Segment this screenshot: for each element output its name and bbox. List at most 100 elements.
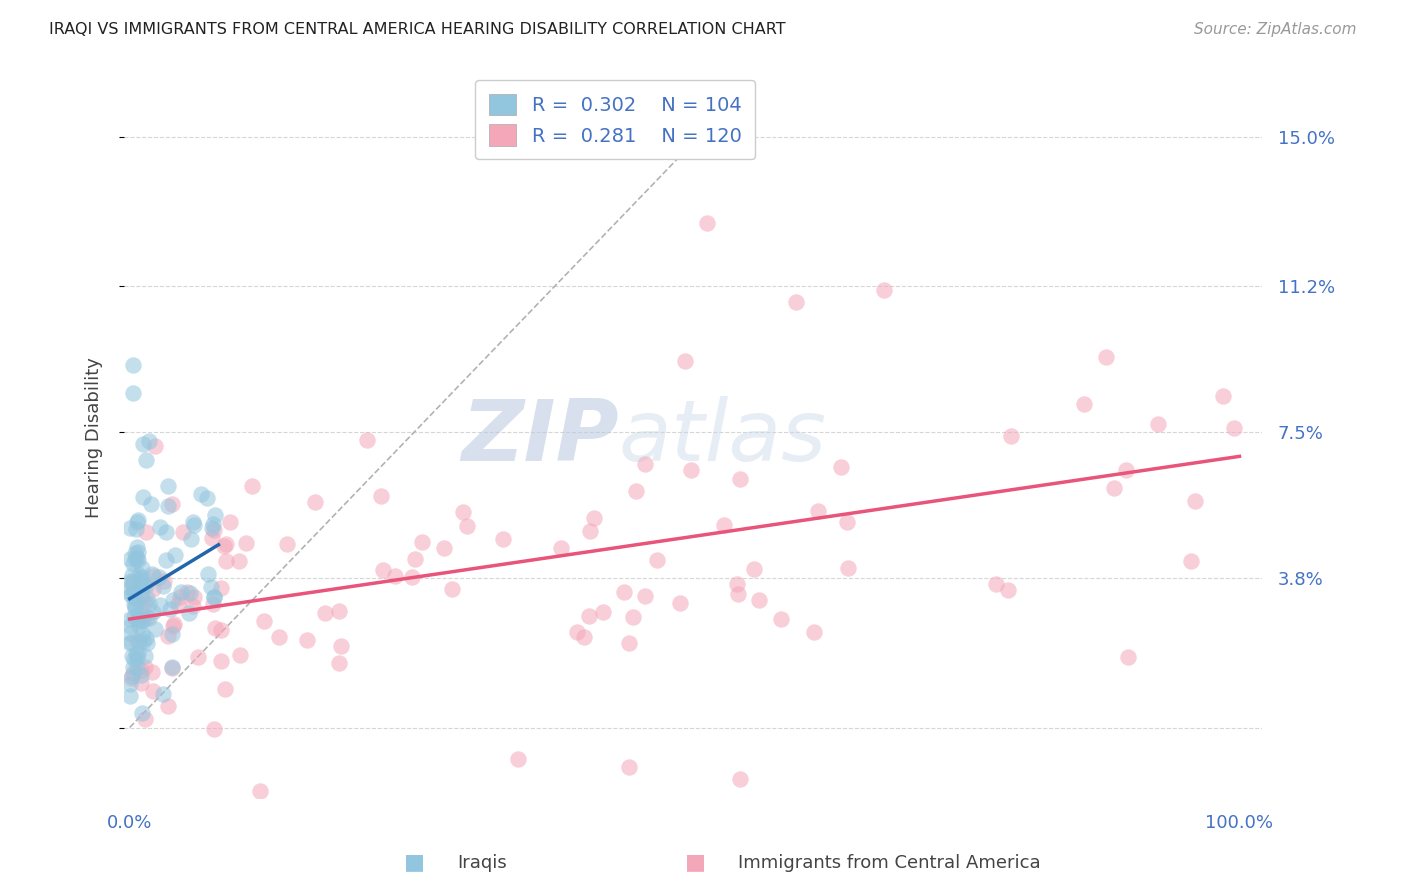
Point bbox=[155, 525, 177, 540]
Point bbox=[404, 552, 426, 566]
Point bbox=[122, 385, 145, 400]
Point bbox=[124, 546, 146, 560]
Point bbox=[127, 553, 149, 567]
Point bbox=[1102, 481, 1125, 495]
Point bbox=[1184, 494, 1206, 508]
Point bbox=[135, 452, 157, 467]
Point bbox=[118, 690, 141, 704]
Point bbox=[169, 590, 191, 604]
Point bbox=[295, 633, 318, 648]
Point bbox=[172, 524, 194, 539]
Point bbox=[152, 687, 174, 701]
Text: atlas: atlas bbox=[619, 396, 827, 479]
Point bbox=[623, 610, 645, 624]
Point bbox=[134, 595, 156, 609]
Point bbox=[212, 539, 235, 553]
Point bbox=[163, 617, 186, 632]
Point bbox=[634, 457, 657, 471]
Point bbox=[200, 581, 222, 595]
Point bbox=[748, 593, 770, 607]
Point bbox=[122, 665, 145, 680]
Point bbox=[328, 657, 350, 671]
Point bbox=[214, 537, 236, 551]
Point bbox=[582, 511, 605, 525]
Point bbox=[120, 626, 142, 640]
Point bbox=[668, 596, 690, 610]
Point bbox=[138, 434, 160, 449]
Point bbox=[679, 463, 702, 477]
Point bbox=[713, 517, 735, 532]
Point bbox=[134, 712, 156, 726]
Point bbox=[673, 354, 696, 368]
Point bbox=[129, 668, 152, 682]
Point bbox=[141, 497, 163, 511]
Point bbox=[122, 358, 145, 372]
Point bbox=[314, 606, 336, 620]
Point bbox=[837, 515, 859, 529]
Point bbox=[125, 540, 148, 554]
Point bbox=[1180, 554, 1202, 568]
Point bbox=[837, 561, 859, 575]
Text: Iraqis: Iraqis bbox=[457, 855, 506, 872]
Point bbox=[1212, 389, 1234, 403]
Point bbox=[209, 654, 232, 668]
Point bbox=[1118, 649, 1140, 664]
Point bbox=[401, 570, 423, 584]
Point bbox=[122, 652, 145, 666]
Point bbox=[830, 459, 852, 474]
Point bbox=[162, 619, 184, 633]
Point bbox=[129, 590, 152, 604]
Point bbox=[131, 561, 153, 575]
Point bbox=[134, 649, 156, 664]
Point bbox=[136, 610, 159, 624]
Point bbox=[356, 433, 378, 447]
Point bbox=[1147, 417, 1170, 432]
Point bbox=[128, 619, 150, 633]
Point bbox=[138, 611, 160, 625]
Point bbox=[1073, 397, 1095, 411]
Point bbox=[142, 582, 165, 596]
Point bbox=[128, 577, 150, 591]
Point bbox=[128, 635, 150, 649]
Point bbox=[135, 579, 157, 593]
Point bbox=[136, 591, 159, 605]
Point bbox=[201, 521, 224, 535]
Point bbox=[1223, 421, 1246, 435]
Point bbox=[138, 597, 160, 611]
Point bbox=[132, 491, 155, 505]
Point bbox=[441, 582, 464, 596]
Text: IRAQI VS IMMIGRANTS FROM CENTRAL AMERICA HEARING DISABILITY CORRELATION CHART: IRAQI VS IMMIGRANTS FROM CENTRAL AMERICA… bbox=[49, 22, 786, 37]
Point bbox=[131, 663, 153, 677]
Point bbox=[617, 760, 640, 774]
Point bbox=[128, 573, 150, 587]
Point bbox=[634, 589, 657, 603]
Point bbox=[578, 608, 600, 623]
Point bbox=[190, 487, 212, 501]
Text: Immigrants from Central America: Immigrants from Central America bbox=[738, 855, 1040, 872]
Point bbox=[249, 783, 271, 797]
Point bbox=[152, 579, 174, 593]
Point bbox=[118, 612, 141, 626]
Point bbox=[267, 630, 290, 644]
Point bbox=[204, 508, 226, 522]
Point bbox=[120, 574, 142, 588]
Point bbox=[169, 584, 191, 599]
Legend: R =  0.302    N = 104, R =  0.281    N = 120: R = 0.302 N = 104, R = 0.281 N = 120 bbox=[475, 80, 755, 160]
Point bbox=[131, 570, 153, 584]
Point bbox=[330, 639, 353, 653]
Point bbox=[451, 505, 474, 519]
Point bbox=[202, 523, 225, 537]
Point bbox=[984, 577, 1007, 591]
Point bbox=[149, 598, 172, 612]
Point bbox=[125, 634, 148, 648]
Text: ■: ■ bbox=[405, 853, 425, 872]
Point bbox=[209, 581, 232, 595]
Point bbox=[491, 532, 513, 546]
Point bbox=[214, 682, 236, 697]
Point bbox=[807, 504, 830, 518]
Point bbox=[613, 585, 636, 599]
Point bbox=[456, 519, 478, 533]
Point bbox=[183, 599, 205, 613]
Point bbox=[202, 591, 225, 605]
Point bbox=[134, 660, 156, 674]
